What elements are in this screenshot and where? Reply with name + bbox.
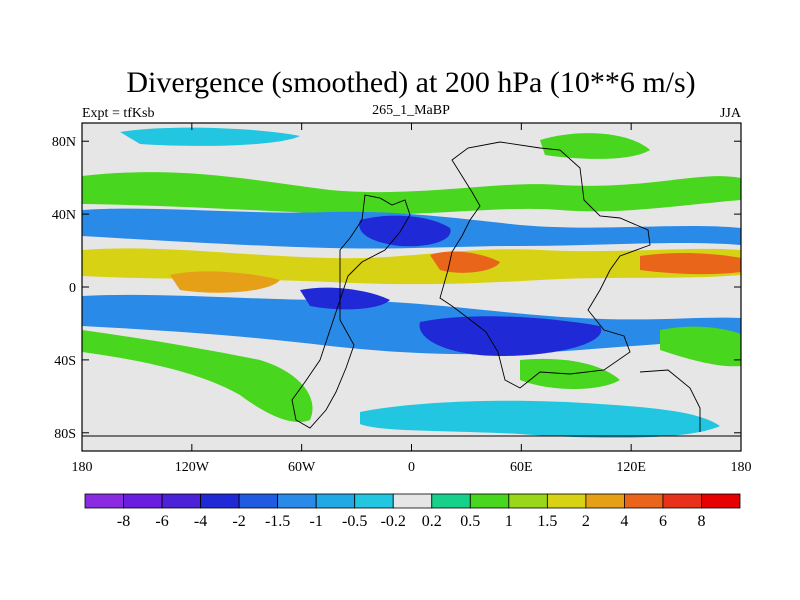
colorbar-label-2: -4 bbox=[194, 513, 207, 530]
colorbar-swatch-10 bbox=[469, 493, 510, 509]
colorbar-label-11: 1.5 bbox=[537, 513, 557, 530]
colorbar-label-7: -0.2 bbox=[381, 513, 406, 530]
x-tick-label-2: 60W bbox=[288, 460, 316, 475]
chart-title: Divergence (smoothed) at 200 hPa (10**6 … bbox=[126, 66, 695, 99]
field-band-sh-darkblue bbox=[419, 316, 602, 356]
colorbar-swatch-7 bbox=[354, 493, 394, 509]
y-tick-label-3: 40S bbox=[54, 354, 76, 369]
x-tick-label-3: 0 bbox=[408, 460, 415, 475]
field-band-eq-red2 bbox=[640, 252, 741, 275]
colorbar-swatch-13 bbox=[585, 493, 625, 509]
colorbar-swatch-2 bbox=[161, 493, 201, 509]
colorbar-label-5: -1 bbox=[310, 513, 323, 530]
run-label: 265_1_MaBP bbox=[372, 103, 450, 118]
colorbar-swatch-6 bbox=[315, 493, 356, 509]
field-band-nh-green2 bbox=[540, 133, 650, 159]
colorbar-swatch-12 bbox=[546, 493, 587, 509]
colorbar bbox=[84, 493, 741, 509]
colorbar-label-8: 0.2 bbox=[422, 513, 442, 530]
axis-ticks bbox=[81, 123, 742, 451]
x-tick-label-5: 120E bbox=[616, 460, 646, 475]
colorbar-label-10: 1 bbox=[505, 513, 513, 530]
colorbar-swatch-1 bbox=[123, 493, 163, 509]
coastlines bbox=[82, 141, 741, 437]
y-tick-label-0: 80N bbox=[52, 135, 76, 150]
colorbar-swatch-8 bbox=[392, 493, 433, 509]
colorbar-label-9: 0.5 bbox=[460, 513, 480, 530]
colorbar-label-0: -8 bbox=[117, 513, 130, 530]
y-tick-label-2: 0 bbox=[69, 281, 76, 296]
season-label: JJA bbox=[720, 106, 742, 121]
y-tick-label-4: 80S bbox=[54, 427, 76, 442]
x-tick-label-0: 180 bbox=[72, 460, 93, 475]
colorbar-label-15: 8 bbox=[697, 513, 705, 530]
field-band-sh-darkblue2 bbox=[300, 287, 390, 310]
colorbar-label-12: 2 bbox=[582, 513, 590, 530]
colorbar-swatch-5 bbox=[277, 493, 317, 509]
field-band-sh-lightblue bbox=[360, 400, 720, 438]
colorbar-swatch-9 bbox=[431, 493, 471, 509]
coastline-americas bbox=[291, 194, 411, 429]
coastline-africa-eurasia bbox=[439, 141, 651, 389]
field-band-eq-yellow bbox=[170, 271, 280, 293]
colorbar-label-3: -2 bbox=[232, 513, 245, 530]
colorbar-swatch-15 bbox=[662, 493, 702, 509]
colorbar-swatch-3 bbox=[200, 493, 240, 509]
colorbar-label-14: 6 bbox=[659, 513, 667, 530]
x-tick-label-6: 180 bbox=[731, 460, 752, 475]
colorbar-swatch-14 bbox=[624, 493, 664, 509]
x-tick-label-4: 60E bbox=[510, 460, 533, 475]
divergence-field bbox=[82, 127, 741, 438]
field-band-nh-cyan bbox=[120, 127, 300, 146]
colorbar-labels: -8 -6 -4 -2 -1.5 -1 -0.5 -0.2 0.2 0.5 1 1.5 2 4 6 8 bbox=[117, 513, 706, 530]
colorbar-swatch-4 bbox=[238, 493, 279, 509]
field-band-eq-red bbox=[430, 251, 500, 273]
colorbar-swatch-11 bbox=[508, 493, 548, 509]
coastline-australia bbox=[639, 369, 701, 432]
field-band-sh-green3 bbox=[660, 326, 741, 367]
colorbar-swatch-16 bbox=[701, 493, 741, 509]
experiment-label: Expt = tfKsb bbox=[82, 106, 154, 121]
colorbar-swatch-0 bbox=[84, 493, 124, 509]
colorbar-label-6: -0.5 bbox=[342, 513, 367, 530]
field-band-nh-darkblue bbox=[359, 215, 451, 247]
field-band-sh-green bbox=[82, 330, 313, 422]
colorbar-label-4: -1.5 bbox=[265, 513, 290, 530]
y-tick-label-1: 40N bbox=[52, 208, 76, 223]
field-band-nh-green bbox=[82, 172, 741, 215]
axis-labels: 180 120W 60W 0 60E 120E 180 80N 40N 0 40S 80S bbox=[52, 135, 752, 475]
colorbar-label-1: -6 bbox=[155, 513, 168, 530]
colorbar-label-13: 4 bbox=[620, 513, 628, 530]
x-tick-label-1: 120W bbox=[175, 460, 210, 475]
